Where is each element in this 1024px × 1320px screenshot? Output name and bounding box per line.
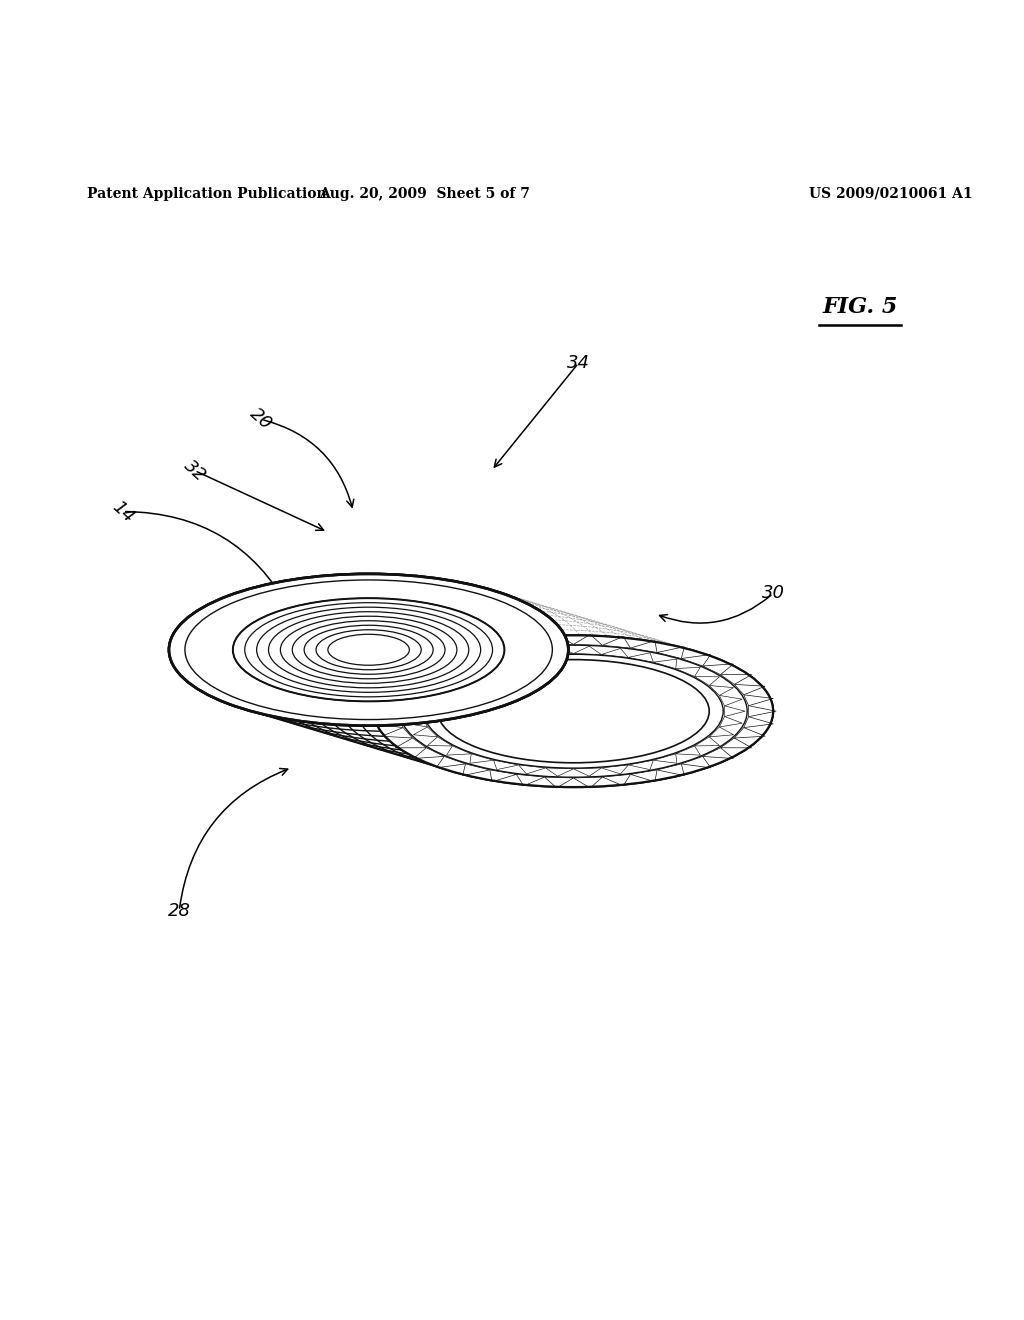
Text: 14: 14 (109, 498, 137, 525)
Polygon shape (749, 706, 776, 717)
Polygon shape (489, 770, 516, 781)
Polygon shape (734, 684, 765, 694)
Ellipse shape (374, 635, 773, 787)
Polygon shape (470, 659, 494, 669)
Polygon shape (436, 756, 466, 768)
Polygon shape (404, 696, 427, 706)
Polygon shape (676, 667, 700, 676)
Polygon shape (545, 777, 573, 788)
Polygon shape (414, 664, 444, 675)
Polygon shape (721, 675, 752, 684)
Polygon shape (382, 684, 413, 694)
Polygon shape (427, 737, 453, 746)
Text: 34: 34 (567, 354, 590, 372)
Polygon shape (657, 764, 684, 776)
Polygon shape (446, 667, 471, 676)
Polygon shape (681, 655, 711, 667)
Polygon shape (681, 756, 711, 768)
Polygon shape (546, 768, 573, 776)
Polygon shape (374, 717, 403, 727)
Polygon shape (573, 768, 601, 776)
Text: Patent Application Publication: Patent Application Publication (87, 187, 327, 201)
Polygon shape (436, 655, 466, 667)
Polygon shape (631, 770, 657, 781)
Polygon shape (720, 696, 742, 706)
Text: 20: 20 (247, 405, 275, 434)
Polygon shape (601, 648, 629, 657)
Polygon shape (573, 635, 602, 645)
Polygon shape (494, 760, 518, 770)
Polygon shape (710, 727, 733, 737)
Polygon shape (395, 738, 426, 748)
Polygon shape (518, 766, 546, 774)
Polygon shape (734, 727, 765, 738)
Text: US 2009/0210061 A1: US 2009/0210061 A1 (809, 187, 973, 201)
Polygon shape (446, 746, 471, 755)
Polygon shape (401, 706, 422, 717)
Text: FIG. 5: FIG. 5 (822, 296, 898, 318)
Polygon shape (657, 647, 684, 659)
Polygon shape (463, 647, 489, 659)
Polygon shape (601, 766, 629, 774)
Polygon shape (710, 685, 733, 696)
Polygon shape (169, 574, 773, 711)
Polygon shape (694, 676, 720, 685)
Polygon shape (395, 675, 426, 684)
Polygon shape (653, 659, 677, 669)
Ellipse shape (169, 574, 568, 726)
Polygon shape (653, 754, 677, 763)
Polygon shape (702, 747, 733, 759)
Polygon shape (516, 636, 545, 648)
Polygon shape (494, 653, 518, 663)
Ellipse shape (374, 635, 773, 787)
Ellipse shape (437, 660, 710, 763)
Polygon shape (427, 676, 453, 685)
Ellipse shape (169, 574, 568, 726)
Polygon shape (702, 664, 733, 675)
Polygon shape (694, 737, 720, 746)
Text: 32: 32 (180, 457, 209, 484)
Polygon shape (545, 635, 573, 645)
Polygon shape (631, 640, 657, 652)
Polygon shape (573, 647, 601, 655)
Polygon shape (414, 747, 444, 759)
Polygon shape (602, 636, 631, 648)
Polygon shape (602, 775, 631, 785)
Polygon shape (371, 706, 398, 717)
Polygon shape (743, 694, 773, 706)
Polygon shape (573, 777, 602, 788)
Polygon shape (470, 754, 494, 763)
Text: Aug. 20, 2009  Sheet 5 of 7: Aug. 20, 2009 Sheet 5 of 7 (319, 187, 530, 201)
Text: 30: 30 (762, 585, 784, 602)
Polygon shape (169, 649, 773, 787)
Polygon shape (518, 648, 546, 657)
Polygon shape (414, 727, 437, 737)
Polygon shape (404, 717, 427, 727)
Polygon shape (676, 746, 700, 755)
Polygon shape (720, 717, 742, 727)
Polygon shape (374, 694, 403, 706)
Polygon shape (629, 760, 653, 770)
Polygon shape (629, 653, 653, 663)
Polygon shape (463, 764, 489, 776)
Text: 28: 28 (168, 902, 190, 920)
Polygon shape (725, 706, 745, 717)
Polygon shape (516, 775, 545, 785)
Polygon shape (743, 717, 773, 727)
Polygon shape (546, 647, 573, 655)
Polygon shape (414, 685, 437, 696)
Polygon shape (489, 640, 516, 652)
Polygon shape (721, 738, 752, 748)
Polygon shape (382, 727, 413, 738)
